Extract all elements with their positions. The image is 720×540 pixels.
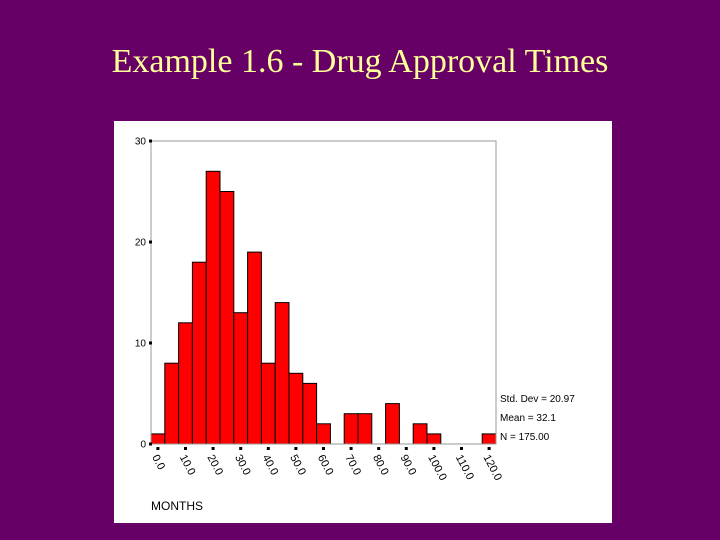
histogram-bar (426, 433, 442, 445)
x-tick-label: 30.0 (232, 453, 253, 478)
x-tick-label: 50.0 (287, 453, 308, 478)
x-axis-label: MONTHS (151, 499, 203, 513)
x-tick-label: 90.0 (398, 453, 419, 478)
histogram-bar (412, 423, 428, 445)
summary-stats: Std. Dev = 20.97 Mean = 32.1 N = 175.00 (500, 394, 575, 443)
histogram-bar (191, 261, 207, 445)
x-tick-mark (377, 447, 381, 450)
histogram-bar (302, 382, 318, 445)
x-tick-label: 20.0 (204, 453, 225, 478)
summary-stat: N = 175.00 (500, 432, 550, 443)
y-tick-label: 10 (135, 339, 147, 350)
slide-title: Example 1.6 - Drug Approval Times (111, 43, 609, 80)
x-tick-label: 80.0 (370, 453, 391, 478)
y-tick-mark (149, 341, 152, 345)
histogram-bar (205, 170, 221, 445)
x-tick-label: 40.0 (260, 453, 281, 478)
histogram-bar (288, 372, 304, 445)
histogram-bar (316, 423, 331, 445)
histogram-bar (150, 433, 166, 445)
y-tick-label: 0 (140, 440, 146, 451)
y-tick-mark (149, 240, 152, 244)
histogram-bar (274, 302, 290, 445)
x-tick-label: 60.0 (315, 453, 336, 478)
x-tick-mark (404, 447, 408, 450)
histogram-bar (343, 413, 359, 445)
x-axis-ticks: 0.0 10.0 20.0 30.0 40.0 50.0 60.0 70.0 80.0 90.0 1… (149, 447, 504, 483)
x-tick-label: 70.0 (342, 453, 363, 478)
histogram-bar (247, 251, 262, 445)
y-tick-label: 30 (135, 137, 147, 148)
x-tick-label: 120.0 (480, 453, 504, 483)
x-tick-label: 0.0 (149, 453, 167, 472)
summary-stat: Mean = 32.1 (500, 413, 556, 424)
x-tick-mark (432, 447, 436, 450)
histogram-bar (260, 362, 276, 445)
x-tick-mark (460, 447, 463, 450)
histogram-bar (219, 191, 235, 445)
x-tick-mark (349, 447, 353, 450)
x-tick-label: 110.0 (453, 453, 476, 482)
histogram-bar (385, 403, 400, 445)
histogram-bar (164, 362, 180, 445)
y-tick-mark (149, 139, 152, 143)
x-tick-label: 10.0 (177, 453, 198, 478)
chart-panel: 0 10 20 30 0.0 10.0 20.0 30.0 40.0 50.0 60.0 70.0 8… (114, 121, 612, 523)
x-tick-mark (266, 447, 270, 450)
x-tick-mark (487, 447, 491, 450)
x-tick-mark (239, 447, 243, 450)
y-tick-mark (149, 442, 152, 446)
x-tick-mark (211, 447, 215, 450)
histogram-bar (178, 322, 193, 445)
histogram-bars (150, 170, 497, 445)
y-tick-label: 20 (135, 238, 147, 249)
plot-frame (150, 140, 497, 445)
y-axis-ticks: 0 10 20 30 (135, 137, 152, 451)
histogram-chart: 0 10 20 30 0.0 10.0 20.0 30.0 40.0 50.0 60.0 70.0 8… (135, 137, 575, 514)
x-tick-label: 100.0 (425, 453, 449, 483)
x-tick-mark (184, 447, 187, 450)
x-tick-mark (322, 447, 325, 450)
histogram-bar (481, 433, 497, 445)
histogram-bar (357, 413, 373, 445)
summary-stat: Std. Dev = 20.97 (500, 394, 575, 405)
x-tick-mark (294, 447, 298, 450)
histogram-bar (233, 312, 249, 445)
x-tick-mark (156, 447, 160, 450)
